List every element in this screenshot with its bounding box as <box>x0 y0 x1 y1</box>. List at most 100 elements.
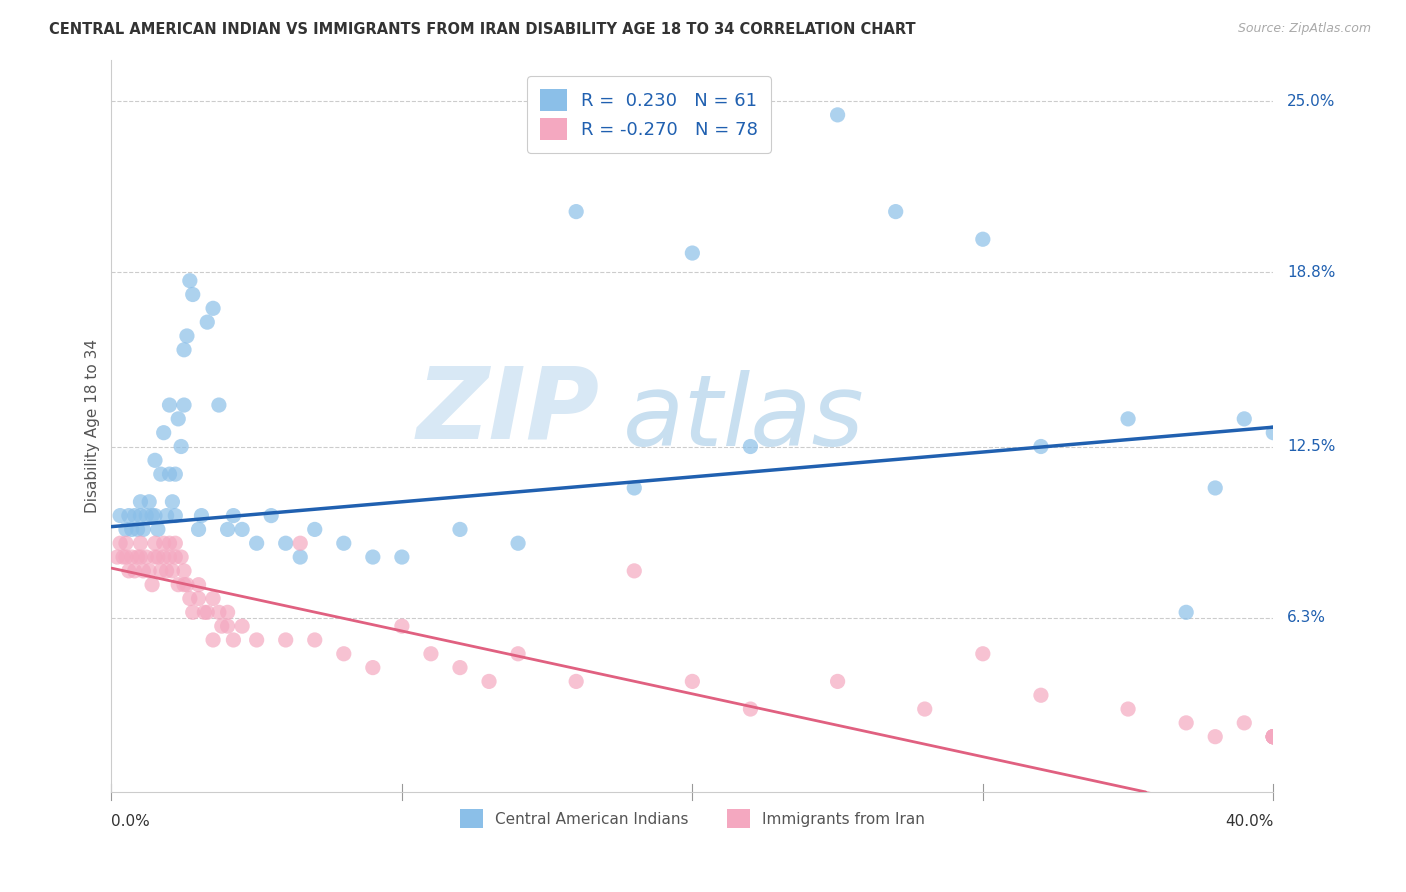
Point <box>478 674 501 689</box>
Point <box>208 398 231 412</box>
Point <box>1263 730 1285 744</box>
Point <box>1263 730 1285 744</box>
Point <box>105 549 128 564</box>
Point <box>112 549 135 564</box>
Point <box>165 549 187 564</box>
Text: ZIP: ZIP <box>416 363 599 459</box>
Point <box>121 523 143 537</box>
Point <box>1175 605 1198 619</box>
Point <box>129 549 152 564</box>
Point <box>138 495 160 509</box>
Point <box>187 577 209 591</box>
Point <box>972 647 994 661</box>
Point <box>143 508 166 523</box>
Text: Source: ZipAtlas.com: Source: ZipAtlas.com <box>1237 22 1371 36</box>
Y-axis label: Disability Age 18 to 34: Disability Age 18 to 34 <box>86 339 100 513</box>
Point <box>361 549 384 564</box>
Point <box>681 674 703 689</box>
Point <box>1263 730 1285 744</box>
Point <box>129 536 152 550</box>
Point <box>246 536 269 550</box>
Point <box>449 523 471 537</box>
Point <box>274 632 297 647</box>
Point <box>333 647 356 661</box>
Point <box>179 591 201 606</box>
Point <box>162 495 184 509</box>
Point <box>141 577 163 591</box>
Legend: Central American Indians, Immigrants from Iran: Central American Indians, Immigrants fro… <box>453 802 932 836</box>
Point <box>146 523 169 537</box>
Point <box>187 591 209 606</box>
Point <box>1263 730 1285 744</box>
Point <box>152 549 174 564</box>
Point <box>419 647 441 661</box>
Point <box>565 204 588 219</box>
Point <box>231 619 253 633</box>
Point <box>217 605 239 619</box>
Point <box>1029 440 1052 454</box>
Point <box>181 605 204 619</box>
Point <box>623 564 645 578</box>
Point <box>152 425 174 440</box>
Point <box>143 453 166 467</box>
Point <box>217 523 239 537</box>
Point <box>740 702 762 716</box>
Point <box>449 660 471 674</box>
Point <box>146 549 169 564</box>
Point <box>173 398 195 412</box>
Point <box>127 523 149 537</box>
Point <box>159 536 181 550</box>
Point <box>202 591 225 606</box>
Point <box>1175 715 1198 730</box>
Point <box>165 467 187 482</box>
Point <box>143 549 166 564</box>
Point <box>1116 702 1139 716</box>
Point <box>170 440 193 454</box>
Point <box>129 495 152 509</box>
Point <box>290 536 312 550</box>
Point <box>176 577 198 591</box>
Point <box>155 508 177 523</box>
Point <box>391 549 413 564</box>
Point <box>246 632 269 647</box>
Point <box>361 660 384 674</box>
Point <box>884 204 907 219</box>
Point <box>179 274 201 288</box>
Point <box>1263 730 1285 744</box>
Point <box>333 536 356 550</box>
Point <box>170 549 193 564</box>
Point <box>506 536 529 550</box>
Point <box>115 523 138 537</box>
Point <box>143 536 166 550</box>
Point <box>740 440 762 454</box>
Point <box>391 619 413 633</box>
Point <box>173 564 195 578</box>
Point <box>115 549 138 564</box>
Point <box>274 536 297 550</box>
Point <box>108 508 131 523</box>
Point <box>115 536 138 550</box>
Point <box>195 315 218 329</box>
Point <box>202 632 225 647</box>
Point <box>132 564 155 578</box>
Point <box>914 702 936 716</box>
Text: atlas: atlas <box>623 370 865 467</box>
Point <box>129 508 152 523</box>
Point <box>190 508 212 523</box>
Text: 6.3%: 6.3% <box>1288 610 1326 625</box>
Text: 25.0%: 25.0% <box>1288 94 1336 109</box>
Point <box>1233 412 1256 426</box>
Point <box>138 564 160 578</box>
Point <box>304 523 326 537</box>
Point <box>155 564 177 578</box>
Text: CENTRAL AMERICAN INDIAN VS IMMIGRANTS FROM IRAN DISABILITY AGE 18 TO 34 CORRELAT: CENTRAL AMERICAN INDIAN VS IMMIGRANTS FR… <box>49 22 915 37</box>
Point <box>972 232 994 246</box>
Point <box>202 301 225 316</box>
Point <box>1263 730 1285 744</box>
Point <box>211 619 233 633</box>
Point <box>1263 730 1285 744</box>
Point <box>173 577 195 591</box>
Point <box>135 508 157 523</box>
Point <box>152 536 174 550</box>
Point <box>193 605 215 619</box>
